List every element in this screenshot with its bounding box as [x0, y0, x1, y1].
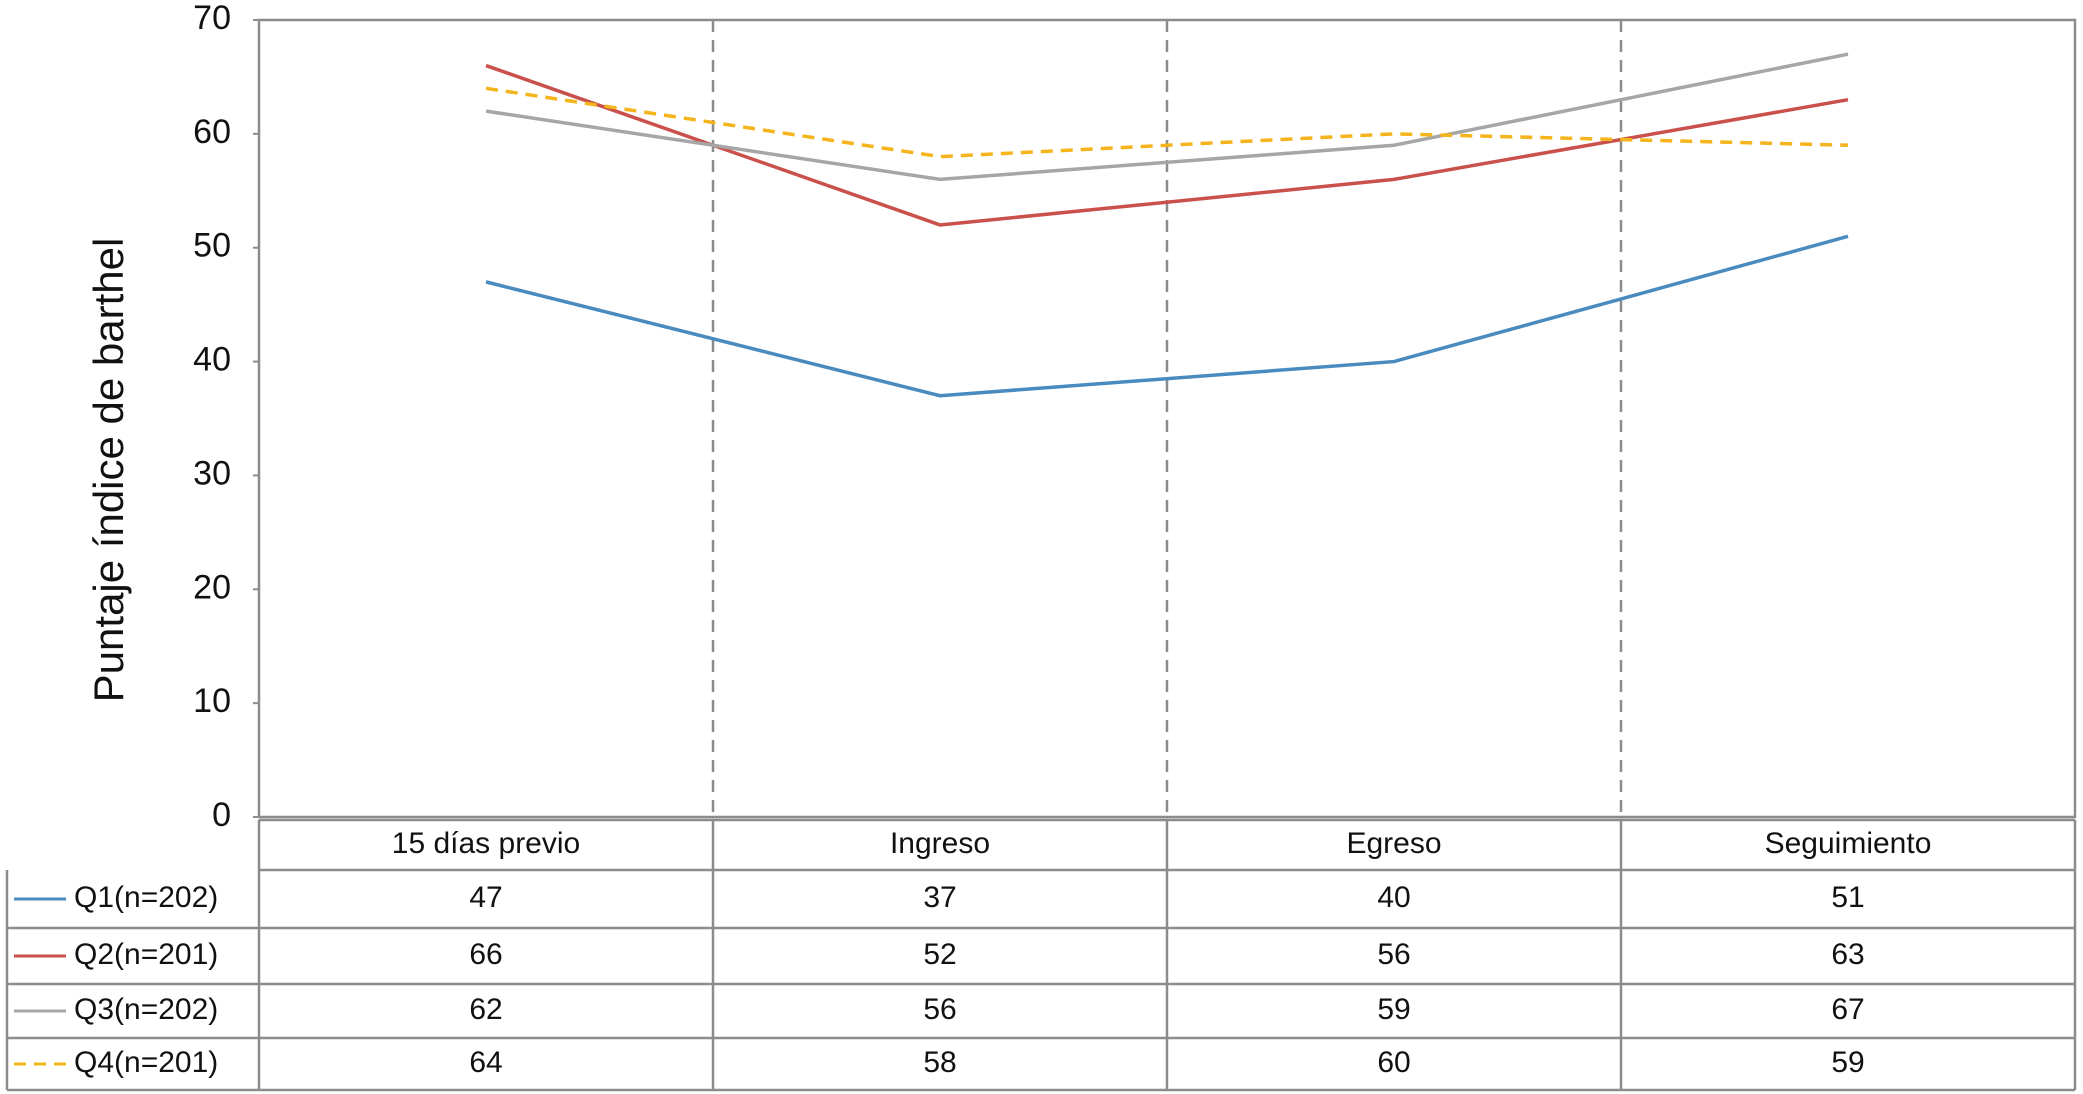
table-value: 60 — [1377, 1046, 1410, 1079]
table-value: 58 — [923, 1046, 956, 1079]
series-line — [485, 86, 1849, 159]
table-value: 56 — [1377, 938, 1410, 971]
table-value: 66 — [469, 938, 502, 971]
y-tick-label: 60 — [193, 113, 231, 151]
x-tick-label: 15 días previo — [392, 827, 580, 860]
series-line — [485, 52, 1849, 182]
y-tick-label: 70 — [193, 0, 231, 37]
table-value: 40 — [1377, 881, 1410, 914]
y-tick-label: 30 — [193, 454, 231, 492]
x-tick-label: Ingreso — [890, 827, 990, 860]
table-value: 59 — [1831, 1046, 1864, 1079]
y-tick-label: 40 — [193, 341, 231, 379]
x-tick-label: Egreso — [1346, 827, 1441, 860]
x-tick-label: Seguimiento — [1765, 827, 1932, 860]
legend-label: Q3(n=202) — [74, 993, 218, 1026]
table-value: 37 — [923, 881, 956, 914]
y-tick-label: 10 — [193, 682, 231, 720]
table-value: 56 — [923, 993, 956, 1026]
series-line — [485, 234, 1849, 398]
table-value: 59 — [1377, 993, 1410, 1026]
table-value: 62 — [469, 993, 502, 1026]
table-value: 67 — [1831, 993, 1864, 1026]
table-value: 64 — [469, 1046, 502, 1079]
table-value: 63 — [1831, 938, 1864, 971]
y-tick-label: 0 — [212, 796, 231, 834]
legend-label: Q1(n=202) — [74, 881, 218, 914]
legend-label: Q2(n=201) — [74, 938, 218, 971]
table-value: 47 — [469, 881, 502, 914]
table-value: 52 — [923, 938, 956, 971]
plot-frame — [257, 18, 2077, 819]
y-tick-label: 20 — [193, 568, 231, 606]
table-value: 51 — [1831, 881, 1864, 914]
legend-label: Q4(n=201) — [74, 1046, 218, 1079]
y-axis-title: Puntaje índice de barthel — [85, 238, 132, 703]
y-tick-label: 50 — [193, 227, 231, 265]
